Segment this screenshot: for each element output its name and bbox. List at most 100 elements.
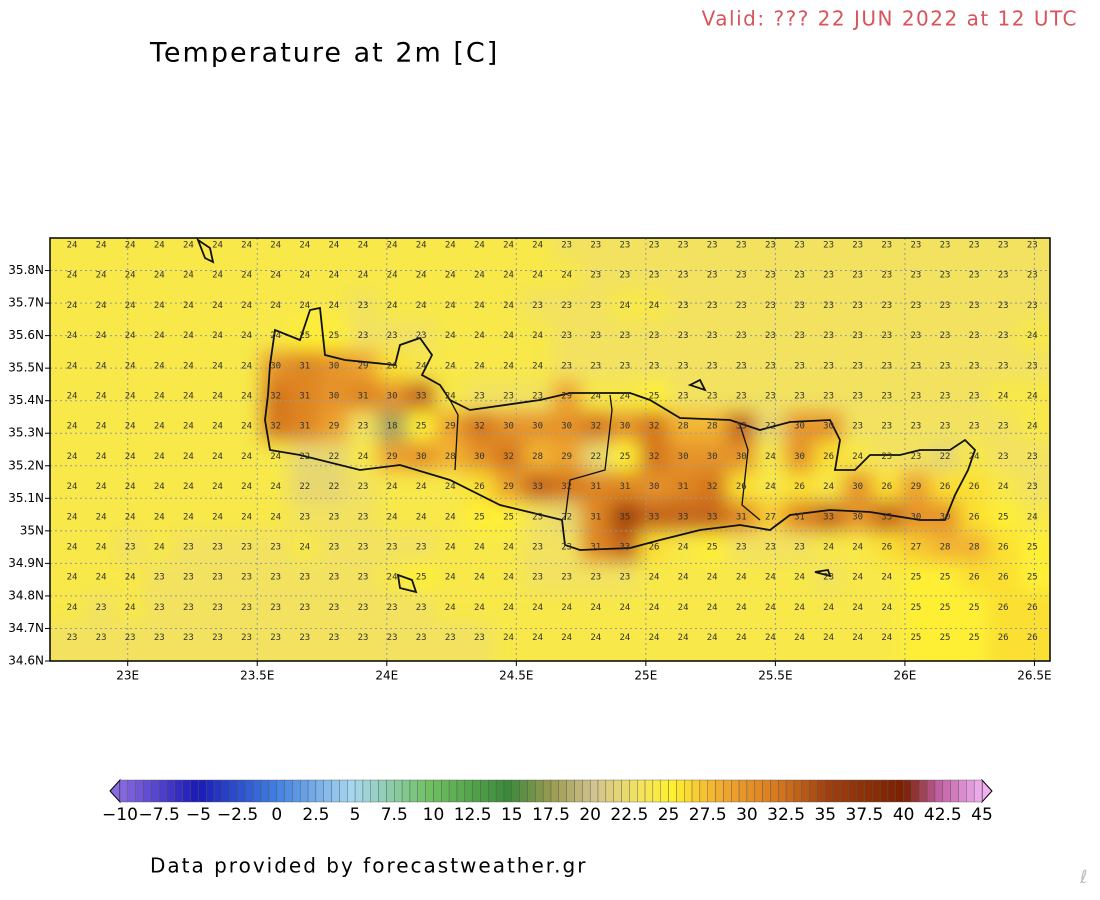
cell: [872, 471, 902, 502]
cell: [581, 411, 611, 442]
cell-value: 24: [474, 603, 485, 613]
cell-value: 30: [794, 452, 805, 462]
cell: [930, 350, 960, 381]
cell: [1017, 380, 1050, 412]
cell: [959, 562, 989, 593]
cell-value: 31: [590, 512, 601, 522]
colorbar-box: [558, 779, 567, 803]
cell-value: 23: [910, 331, 921, 341]
cell: [581, 622, 611, 661]
cell: [523, 320, 553, 351]
cell-value: 26: [649, 543, 660, 553]
cell: [144, 531, 174, 563]
colorbar-box: [237, 779, 246, 803]
cell-value: 23: [649, 361, 660, 371]
cell-value: 24: [125, 603, 136, 613]
cell-value: 23: [852, 271, 863, 281]
cell: [814, 380, 844, 412]
cell-value: 23: [649, 331, 660, 341]
cell-value: 24: [96, 241, 107, 251]
cell: [639, 471, 669, 502]
colorbar-box: [872, 779, 881, 803]
cell-value: 23: [328, 573, 339, 583]
cell: [290, 350, 320, 381]
cell-value: 24: [532, 271, 543, 281]
cell-value: 24: [96, 452, 107, 462]
colorbar-box: [973, 779, 983, 803]
cell: [232, 592, 262, 623]
colorbar-box: [817, 779, 826, 803]
cell-value: 23: [387, 603, 398, 613]
cell: [1017, 441, 1050, 472]
colorbar-box: [190, 779, 199, 803]
cell-value: 24: [154, 452, 165, 462]
colorbar-box: [323, 779, 332, 803]
cell-value: 24: [503, 361, 514, 371]
cell-value: 23: [823, 331, 834, 341]
colorbar-box: [856, 779, 865, 803]
cell-value: 23: [212, 603, 223, 613]
cell-value: 24: [503, 241, 514, 251]
cell-value: 26: [881, 543, 892, 553]
x-tick-label: 23.5E: [240, 669, 274, 683]
cell: [552, 531, 582, 563]
cell-value: 32: [270, 392, 281, 402]
cell-value: 24: [590, 633, 601, 643]
cell-value: 18: [387, 422, 398, 432]
colorbar-box: [605, 779, 614, 803]
cell-value: 24: [619, 301, 630, 311]
cell: [1017, 350, 1050, 381]
cell: [464, 441, 494, 472]
colorbar-box: [903, 779, 912, 803]
cell-value: 26: [881, 482, 892, 492]
cell-value: 31: [299, 422, 310, 432]
cell: [639, 441, 669, 472]
cell: [377, 290, 407, 321]
cell: [988, 320, 1018, 351]
cell-value: 23: [503, 392, 514, 402]
cell-value: 33: [649, 512, 660, 522]
cell-value: 24: [852, 633, 863, 643]
cell-value: 32: [649, 422, 660, 432]
cell-value: 24: [445, 482, 456, 492]
cell-value: 23: [765, 361, 776, 371]
cell: [639, 622, 669, 661]
cell-value: 24: [67, 241, 78, 251]
cell-value: 24: [96, 422, 107, 432]
cell: [668, 441, 698, 472]
cell-value: 25: [416, 573, 427, 583]
cell-value: 30: [619, 422, 630, 432]
cell: [814, 238, 844, 261]
cell: [552, 622, 582, 661]
cell-value: 22: [561, 512, 572, 522]
cell: [50, 562, 87, 593]
cell-value: 35: [619, 512, 630, 522]
cell: [464, 320, 494, 351]
colorbar-box: [723, 779, 732, 803]
cell: [784, 562, 815, 593]
cell-value: 23: [969, 241, 980, 251]
cell: [872, 350, 902, 381]
cell: [319, 592, 349, 623]
cell-value: 23: [619, 573, 630, 583]
cell: [930, 531, 960, 563]
colorbar-label: 17.5: [532, 805, 570, 825]
cell: [552, 592, 582, 623]
cell: [50, 471, 87, 502]
colorbar-box: [213, 779, 223, 803]
colorbar-box: [754, 779, 763, 803]
cell-value: 23: [823, 271, 834, 281]
cell-value: 24: [328, 301, 339, 311]
cell-value: 30: [910, 512, 921, 522]
cell-value: 24: [241, 392, 252, 402]
cell-value: 24: [299, 271, 310, 281]
y-tick-label: 34.8N: [8, 588, 44, 602]
colorbar-box: [315, 779, 324, 803]
cell: [435, 441, 465, 472]
colorbar-box: [801, 779, 810, 803]
cell-value: 32: [503, 452, 514, 462]
colorbar-box: [668, 779, 677, 803]
cell: [552, 350, 582, 381]
cell-value: 23: [241, 603, 252, 613]
cell: [610, 290, 640, 321]
